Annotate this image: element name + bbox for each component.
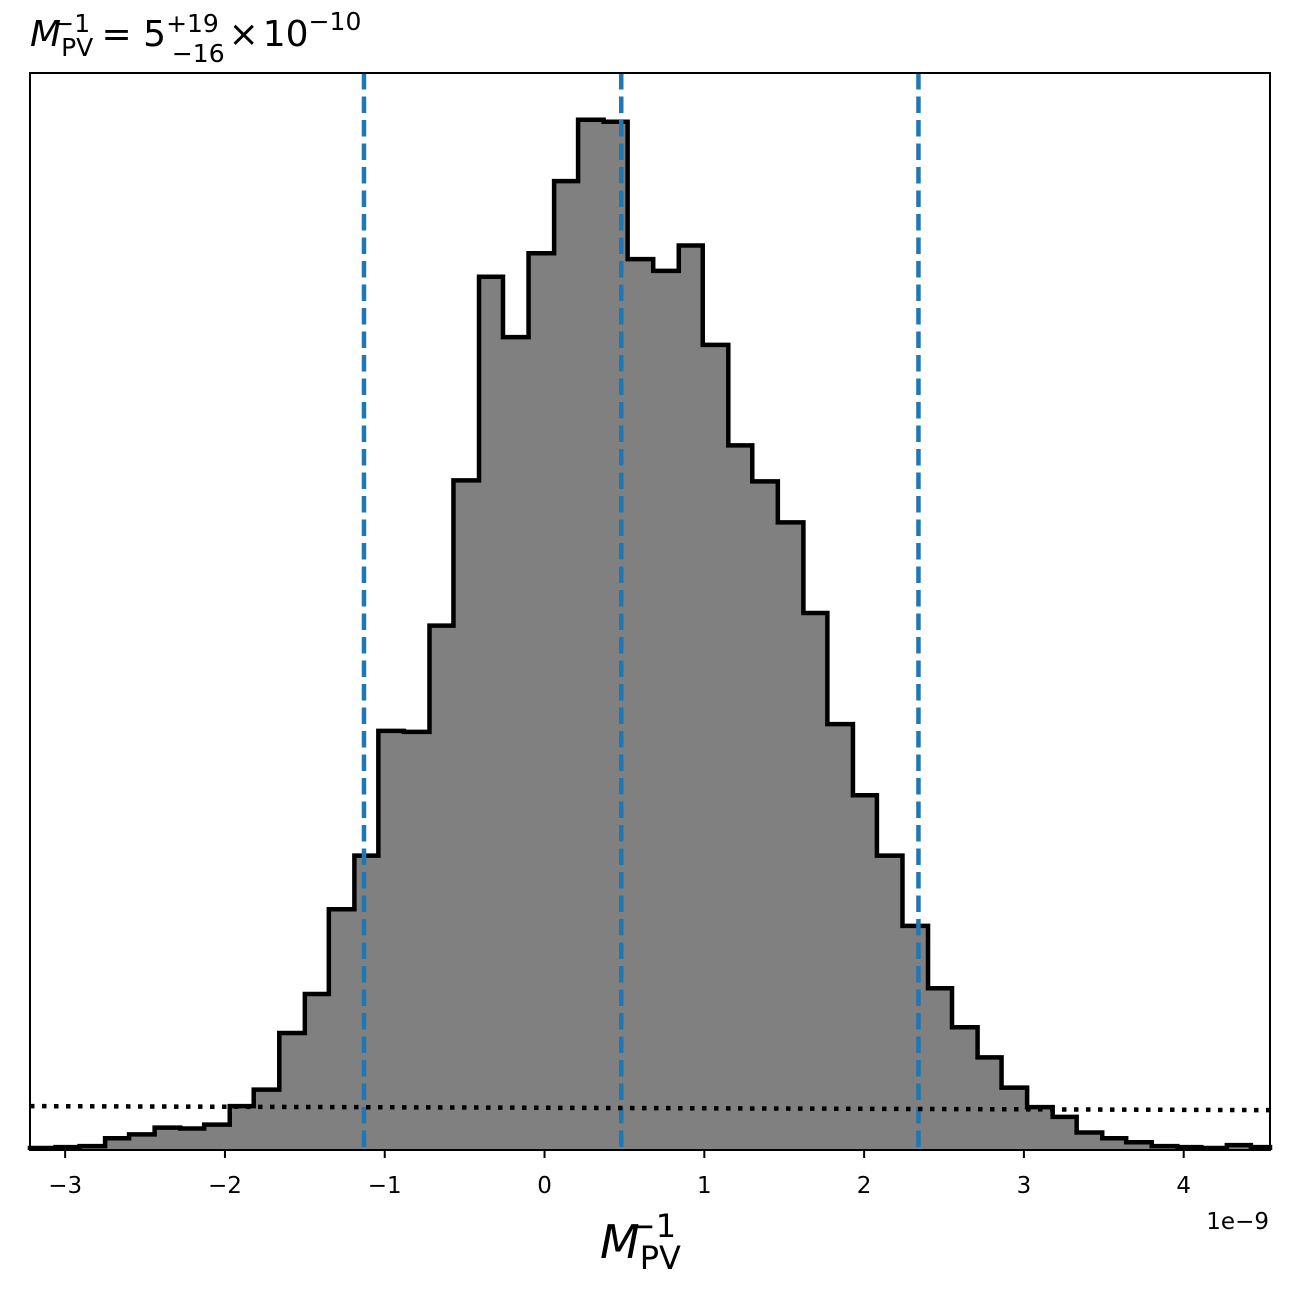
x-axis-offset-text: 1e−9 — [1206, 1209, 1269, 1235]
x-tick-label-6: 3 — [1017, 1173, 1032, 1199]
x-axis-ticks: −3 −2 −1 0 1 2 3 4 — [48, 1150, 1191, 1199]
x-tick-label-3: 0 — [537, 1173, 552, 1199]
title-median: 5 — [143, 14, 166, 55]
title-symbol-sup: −1 — [53, 9, 90, 38]
x-axis-label: MPV−1 — [600, 1207, 681, 1277]
title-err-minus: −16 — [172, 39, 225, 68]
xlabel-sup: −1 — [629, 1207, 676, 1245]
title-exp-base: 10 — [263, 14, 309, 55]
x-tick-label-4: 1 — [697, 1173, 712, 1199]
x-tick-label-7: 4 — [1176, 1173, 1191, 1199]
x-tick-label-2: −1 — [368, 1173, 402, 1199]
title-err-plus: +19 — [166, 9, 219, 38]
quantile-lines — [361, 73, 921, 1150]
chart-title: MPV−1 = 5+19 −16 × 10−10 — [30, 7, 361, 68]
x-tick-label-1: −2 — [208, 1173, 242, 1199]
title-times: × — [229, 14, 259, 55]
histogram-fill — [30, 119, 1270, 1151]
reference-dotted-line — [29, 1103, 1271, 1113]
title-symbol-sub: PV — [61, 33, 93, 62]
xlabel-symbol: M — [600, 1215, 640, 1269]
title-symbol: M — [30, 14, 61, 55]
xlabel-sub: PV — [640, 1239, 681, 1277]
x-tick-label-0: −3 — [48, 1173, 82, 1199]
histogram-step-outline — [27, 117, 1273, 1151]
x-tick-label-5: 2 — [857, 1173, 872, 1199]
axes-frame — [29, 72, 1271, 1151]
plot-area — [27, 72, 1273, 1151]
title-equals: = — [90, 14, 143, 55]
title-exp-power: −10 — [309, 7, 362, 36]
